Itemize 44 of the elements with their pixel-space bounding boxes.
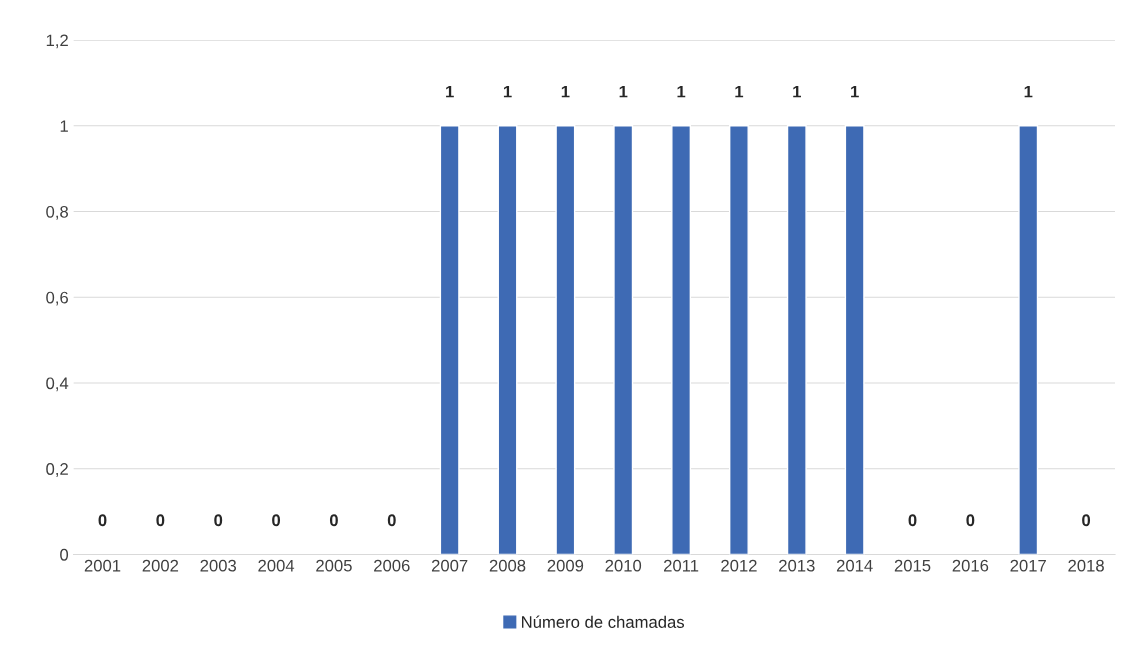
x-tick-label: 2008 bbox=[489, 559, 526, 572]
data-label: 1 bbox=[793, 85, 801, 98]
y-tick-label: 0,6 bbox=[46, 291, 68, 306]
y-tick-label: 1 bbox=[60, 120, 68, 132]
x-tick-label: 2014 bbox=[836, 559, 873, 572]
data-label: 0 bbox=[329, 514, 338, 527]
data-label: 0 bbox=[98, 514, 107, 527]
x-tick-label: 2001 bbox=[84, 559, 121, 572]
y-tick-label: 0 bbox=[60, 548, 69, 561]
data-label: 1 bbox=[561, 85, 570, 98]
y-tick-label: 0,4 bbox=[46, 377, 69, 392]
data-label: 1 bbox=[503, 85, 512, 98]
data-label: 0 bbox=[387, 514, 396, 527]
x-tick-label: 2004 bbox=[258, 559, 295, 572]
x-tick-label: 2016 bbox=[952, 559, 989, 572]
data-label: 1 bbox=[619, 85, 628, 98]
x-tick-label: 2009 bbox=[547, 559, 584, 572]
data-label: 1 bbox=[735, 85, 744, 98]
data-label: 0 bbox=[966, 514, 975, 527]
data-label: 1 bbox=[1024, 85, 1033, 98]
x-tick-label: 2002 bbox=[142, 559, 179, 572]
x-tick-label: 2011 bbox=[664, 559, 699, 572]
x-tick-label: 2006 bbox=[374, 559, 410, 572]
y-tick-label: 0,8 bbox=[46, 205, 68, 220]
x-tick-label: 2018 bbox=[1068, 559, 1104, 572]
data-label: 0 bbox=[214, 514, 223, 527]
data-label: 0 bbox=[908, 514, 917, 527]
x-tick-label: 2017 bbox=[1010, 559, 1046, 572]
y-tick-label: 1,2 bbox=[46, 34, 68, 49]
y-tick-label: 0,2 bbox=[46, 463, 68, 477]
data-label: 1 bbox=[851, 85, 859, 98]
x-tick-label: 2012 bbox=[721, 559, 757, 572]
data-label: 1 bbox=[677, 85, 686, 98]
data-label: 0 bbox=[272, 514, 281, 527]
legend-label: Número de chamadas bbox=[522, 615, 685, 628]
data-label: 0 bbox=[156, 514, 165, 527]
x-tick-label: 2013 bbox=[779, 559, 815, 572]
x-tick-label: 2010 bbox=[605, 559, 642, 572]
data-label: 1 bbox=[446, 85, 454, 98]
x-tick-label: 2015 bbox=[894, 559, 931, 572]
x-tick-label: 2005 bbox=[316, 559, 352, 572]
x-tick-label: 2007 bbox=[431, 559, 468, 572]
data-label: 0 bbox=[1082, 514, 1091, 527]
x-tick-label: 2003 bbox=[200, 559, 237, 572]
